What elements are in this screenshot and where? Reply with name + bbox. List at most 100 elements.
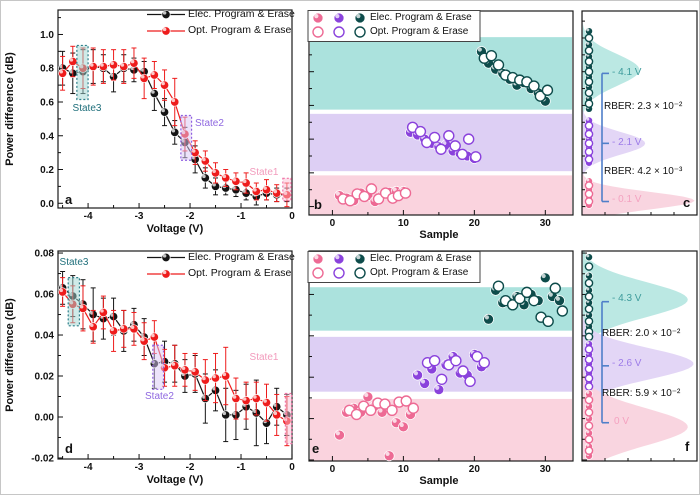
svg-text:0.0: 0.0 (40, 199, 54, 210)
voltage-label-f3: 0 V (614, 416, 630, 427)
svg-text:0.00: 0.00 (35, 412, 55, 423)
svg-text:10: 10 (398, 218, 410, 229)
legend-d-elec-label: Elec. Program & Erase (188, 251, 295, 263)
panel-c (581, 10, 698, 216)
svg-text:-4: -4 (84, 462, 93, 473)
legend-a-elec-label: Elec. Program & Erase (188, 8, 295, 20)
projected-points-column (584, 27, 594, 209)
panel-a: -4 -3 -2 -1 0 0.0 0.2 0.4 0.6 0.8 1.0 (40, 9, 295, 222)
panel-b: 0 10 20 30 (307, 10, 574, 229)
state2-label-d: State2 (145, 391, 174, 402)
svg-text:0.02: 0.02 (35, 372, 55, 383)
scatter-points (334, 46, 554, 207)
series-opt (58, 277, 292, 447)
voltage-label-c1: - 4.1 V (612, 67, 642, 78)
panel-letter-c: c (683, 195, 691, 210)
svg-text:0.2: 0.2 (40, 165, 54, 176)
svg-text:-2: -2 (186, 462, 195, 473)
state-box (76, 44, 89, 101)
legend-e-opt-label: Opt. Program & Erase (370, 267, 469, 278)
ticks-a: -4 -3 -2 -1 0 0.0 0.2 0.4 0.6 0.8 1.0 (40, 17, 295, 222)
dist-curve (582, 11, 695, 215)
voltage-bracket (601, 72, 609, 203)
plot-border (57, 9, 293, 209)
plot-border (581, 10, 698, 216)
svg-text:-3: -3 (135, 211, 144, 222)
svg-text:30: 30 (540, 464, 552, 475)
state1-label-a: State1 (249, 167, 279, 178)
state-box (67, 277, 81, 327)
panel-letter-d: d (65, 441, 73, 456)
legend (307, 10, 481, 42)
legend-a-opt-label: Opt. Program & Erase (188, 24, 292, 36)
svg-text:10: 10 (398, 464, 410, 475)
y-axis-label-d: Power difference (dB) (4, 298, 16, 412)
svg-text:-2: -2 (186, 211, 195, 222)
svg-text:0.06: 0.06 (35, 290, 55, 301)
panel-letter-e: e (312, 441, 320, 456)
panel-d: -4 -3 -2 -1 0 -0.02 0.00 0.02 0.04 0.06 0.08 (31, 249, 295, 473)
state3-label-d: State3 (59, 257, 89, 268)
state1-label-d: State1 (249, 352, 279, 363)
dist-curve (582, 251, 688, 461)
legend (147, 9, 185, 36)
rber-label-c2: RBER: 4.2 × 10⁻³ (604, 166, 683, 177)
svg-text:0.8: 0.8 (40, 64, 54, 75)
plot-border (57, 250, 293, 460)
x-axis-label-e: Sample (419, 475, 459, 487)
dist-curve (582, 251, 688, 461)
dist-curve (582, 251, 694, 461)
svg-text:0.6: 0.6 (40, 97, 54, 108)
ticks-f (582, 252, 675, 461)
state2-label-a: State2 (195, 118, 224, 129)
legend (147, 252, 185, 279)
panel-letter-f: f (685, 439, 690, 454)
state3-label-a: State3 (72, 103, 102, 114)
panel-letter-b: b (314, 197, 322, 212)
distribution-curves (582, 251, 694, 461)
svg-text:-0.02: -0.02 (31, 453, 54, 464)
panel-f (581, 250, 698, 462)
x-axis-label-b: Sample (419, 229, 459, 241)
legend-e-elec-label: Elec. Program & Erase (370, 253, 472, 264)
rber-label-f1: RBER: 2.0 × 10⁻² (602, 328, 681, 339)
scatter-points (334, 272, 569, 462)
ticks-d: -4 -3 -2 -1 0 -0.02 0.00 0.02 0.04 0.06 0.08 (31, 249, 295, 473)
svg-text:20: 20 (469, 464, 481, 475)
voltage-bracket (601, 300, 609, 424)
x-axis-label-d: Voltage (V) (146, 474, 204, 486)
state-bands (310, 37, 572, 215)
state-box (152, 344, 165, 390)
legend-b-opt-label: Opt. Program & Erase (370, 26, 469, 37)
y-axis-label-a: Power difference (dB) (4, 52, 16, 166)
plot-border (581, 250, 698, 462)
dist-curve (582, 11, 640, 215)
projected-points-column (584, 253, 594, 460)
state-boxes (67, 277, 293, 445)
voltage-label-f2: - 2.6 V (612, 358, 642, 369)
rber-label-f2: RBER: 5.9 × 10⁻² (602, 388, 681, 399)
legend (307, 251, 481, 283)
svg-text:-3: -3 (135, 462, 144, 473)
rber-label-c1: RBER: 2.3 × 10⁻² (604, 101, 683, 112)
svg-text:0: 0 (330, 464, 336, 475)
voltage-label-f1: - 4.3 V (612, 293, 642, 304)
x-axis-label-a: Voltage (V) (146, 223, 204, 235)
svg-text:-4: -4 (84, 211, 93, 222)
voltage-label-c2: - 2.1 V (612, 137, 642, 148)
state-box (284, 392, 293, 445)
legend-b-elec-label: Elec. Program & Erase (370, 12, 472, 23)
ticks-e: 0 10 20 30 (309, 252, 552, 475)
svg-text:0: 0 (289, 462, 295, 473)
svg-text:1.0: 1.0 (40, 30, 54, 41)
state-box (180, 114, 193, 161)
legend-d-opt-label: Opt. Program & Erase (188, 267, 292, 279)
svg-text:0.4: 0.4 (40, 131, 54, 142)
state-box (282, 177, 292, 202)
svg-text:0: 0 (289, 211, 295, 222)
distribution-curves (582, 11, 695, 215)
state-boxes (76, 44, 292, 202)
svg-text:0.08: 0.08 (35, 249, 55, 260)
svg-text:-1: -1 (237, 211, 246, 222)
